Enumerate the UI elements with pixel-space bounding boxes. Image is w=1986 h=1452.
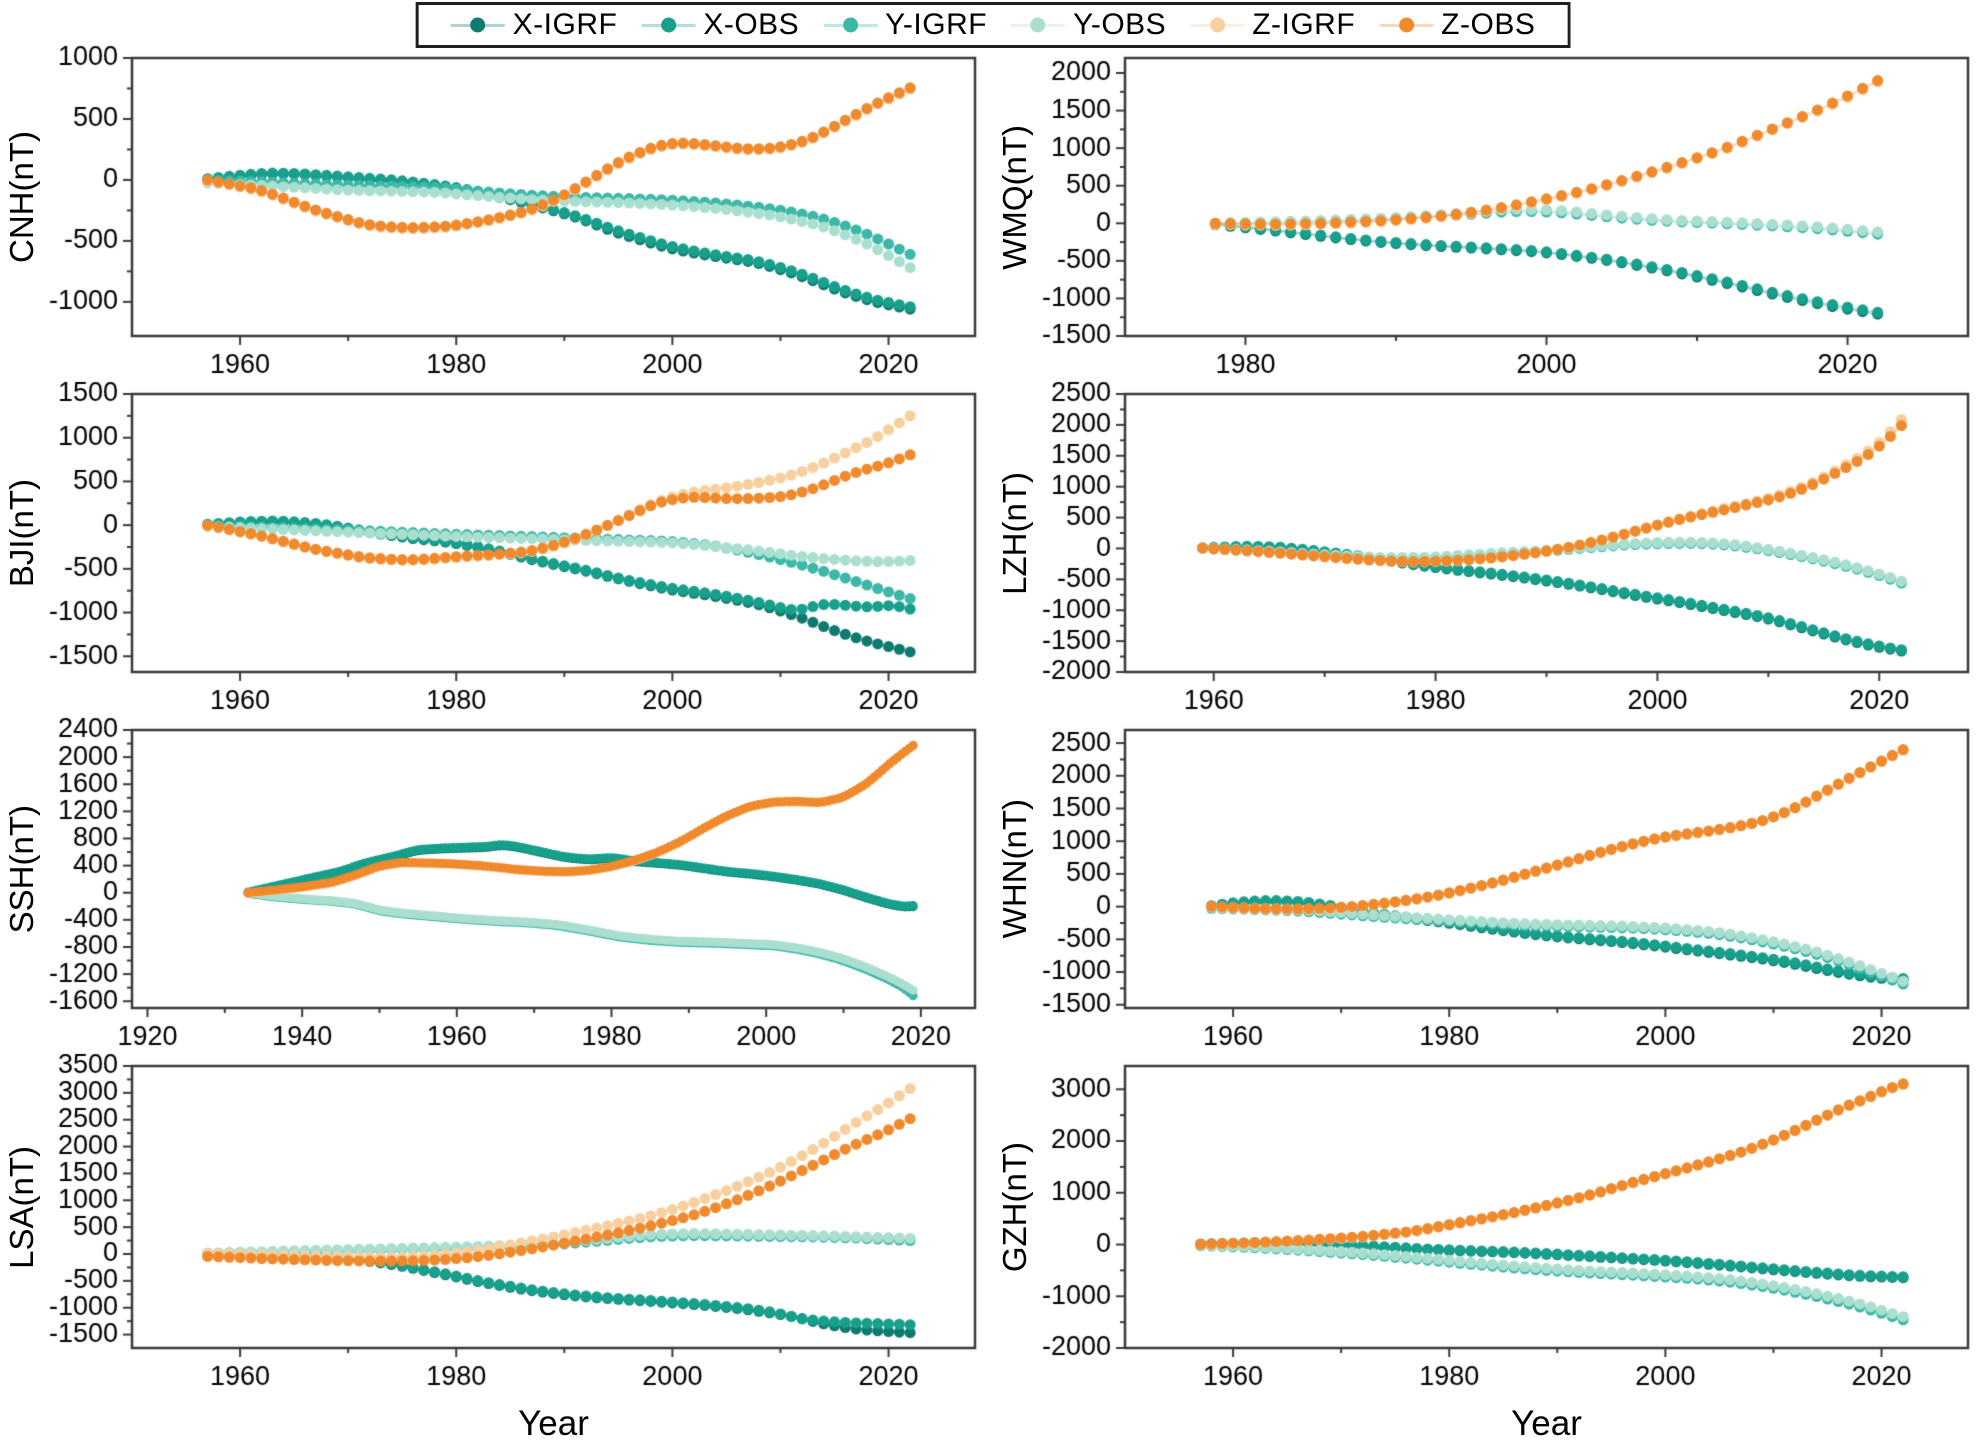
chart-canvas-wmq (1037, 44, 1986, 380)
chart-panel-bji: BJI(nT) (0, 380, 993, 716)
legend-marker-icon (450, 17, 505, 33)
y-axis-label: WHN(nT) (996, 799, 1033, 939)
legend-marker-icon (1190, 17, 1245, 33)
chart-panel-whn: WHN(nT) (993, 716, 1986, 1052)
chart-canvas-cnh (44, 44, 993, 380)
y-axis-label: WMQ(nT) (996, 124, 1033, 270)
y-axis-label: BJI(nT) (3, 478, 40, 588)
y-axis-label-wrap: LSA(nT) (0, 1066, 44, 1348)
chart-canvas-lsa (44, 1052, 993, 1452)
y-axis-label-wrap: CNH(nT) (0, 58, 44, 336)
chart-canvas-lzh (1037, 380, 1986, 716)
legend-label: X-IGRF (512, 8, 618, 41)
y-axis-label: LZH(nT) (996, 471, 1033, 595)
chart-canvas-bji (44, 380, 993, 716)
legend-item-z-obs: Z-OBS (1379, 8, 1535, 42)
legend-label: Y-IGRF (885, 8, 988, 41)
legend-item-y-igrf: Y-IGRF (823, 8, 987, 42)
legend-item-z-igrf: Z-IGRF (1190, 8, 1355, 42)
legend-marker-icon (823, 17, 878, 33)
y-axis-label: CNH(nT) (3, 131, 40, 263)
legend-marker-icon (641, 17, 696, 33)
chart-panel-gzh: GZH(nT) Year (993, 1052, 1986, 1452)
chart-panel-wmq: WMQ(nT) (993, 44, 1986, 380)
y-axis-label: LSA(nT) (3, 1145, 40, 1269)
chart-panel-cnh: CNH(nT) (0, 44, 993, 380)
legend-label: X-OBS (703, 8, 800, 41)
y-axis-label-wrap: WMQ(nT) (993, 58, 1037, 336)
y-axis-label-wrap: BJI(nT) (0, 394, 44, 672)
y-axis-label-wrap: LZH(nT) (993, 394, 1037, 672)
chart-canvas-whn (1037, 716, 1986, 1052)
chart-panel-lsa: LSA(nT) Year (0, 1052, 993, 1452)
legend-label: Z-OBS (1441, 8, 1536, 41)
legend-label: Y-OBS (1073, 8, 1167, 41)
charts-grid: CNH(nT) WMQ(nT) BJI(nT) LZH(nT) SSH(nT) WHN(n… (0, 44, 1986, 1452)
legend-marker-icon (1379, 17, 1434, 33)
y-axis-label-wrap: WHN(nT) (993, 730, 1037, 1008)
x-axis-label: Year (518, 1404, 589, 1443)
chart-canvas-gzh (1037, 1052, 1986, 1452)
x-axis-label: Year (1511, 1404, 1582, 1443)
y-axis-label: SSH(nT) (3, 804, 40, 934)
y-axis-label-wrap: SSH(nT) (0, 730, 44, 1008)
chart-panel-lzh: LZH(nT) (993, 380, 1986, 716)
legend-item-x-obs: X-OBS (641, 8, 799, 42)
chart-canvas-ssh (44, 716, 993, 1052)
legend-item-y-obs: Y-OBS (1011, 8, 1166, 42)
y-axis-label: GZH(nT) (996, 1141, 1033, 1273)
legend-item-x-igrf: X-IGRF (450, 8, 618, 42)
legend-label: Z-IGRF (1252, 8, 1356, 41)
legend-marker-icon (1011, 17, 1066, 33)
legend: X-IGRF X-OBS Y-IGRF Y-OBS Z-IGRF Z-OBS (415, 2, 1571, 48)
y-axis-label-wrap: GZH(nT) (993, 1066, 1037, 1348)
chart-panel-ssh: SSH(nT) (0, 716, 993, 1052)
